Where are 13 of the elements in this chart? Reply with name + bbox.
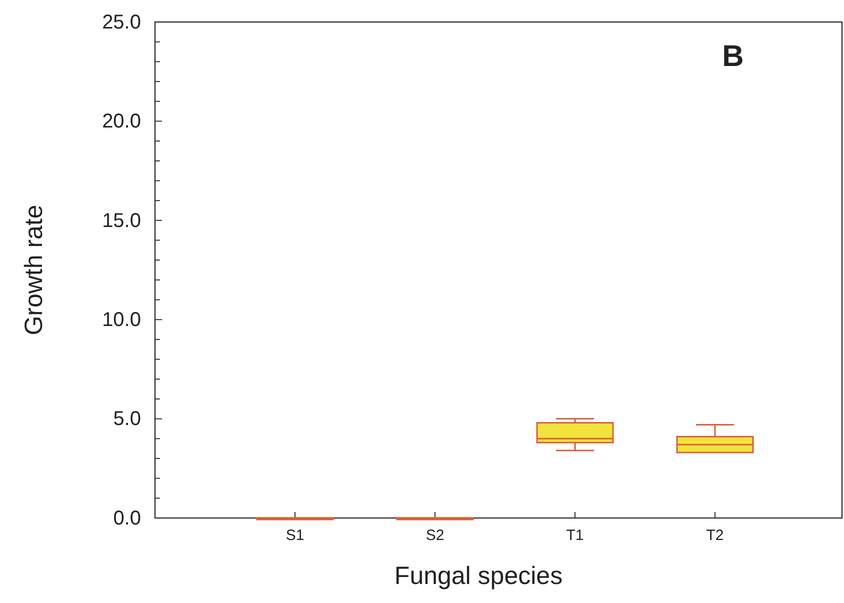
x-axis-title: Fungal species [394, 562, 563, 590]
x-tick-label: T1 [566, 527, 584, 544]
y-tick-label: 15.0 [102, 210, 141, 232]
y-tick-label: 10.0 [102, 309, 141, 331]
y-tick-label: 20.0 [102, 110, 141, 133]
x-tick-label: S2 [426, 527, 444, 544]
x-tick-label: T2 [706, 527, 724, 544]
annotation: B [722, 40, 744, 73]
y-tick-label: 25.0 [102, 11, 141, 34]
x-tick-label: S1 [286, 527, 304, 544]
y-tick-label: 5.0 [113, 408, 141, 430]
y-axis-title: Growth rate [20, 204, 48, 336]
y-tick-label: 0.0 [113, 507, 141, 530]
